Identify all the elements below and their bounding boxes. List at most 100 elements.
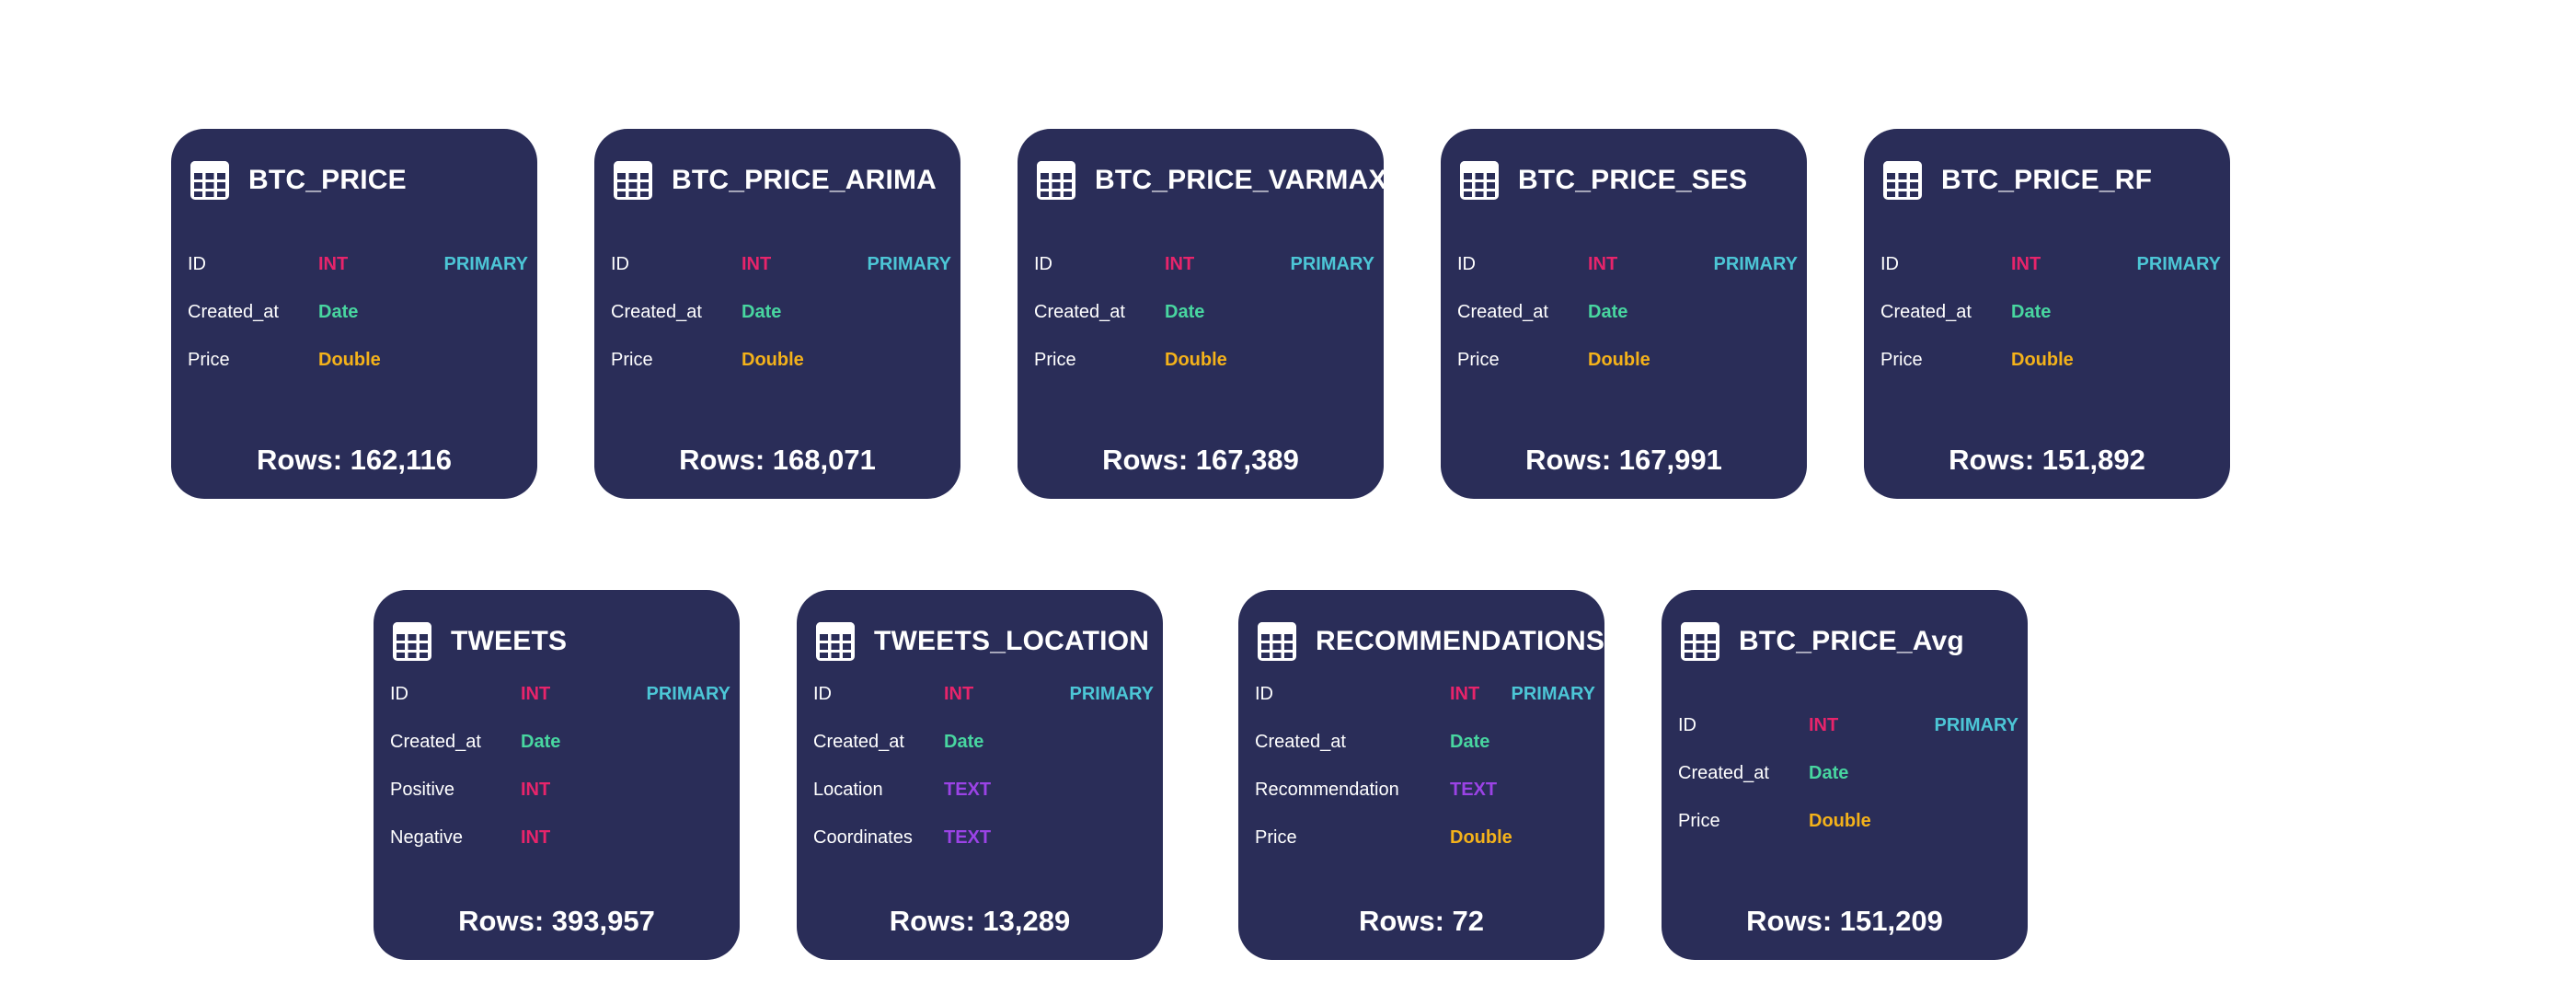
field-name: Positive bbox=[390, 780, 455, 800]
field-name: Price bbox=[1034, 350, 1076, 370]
table-card-btc-price-ses: BTC_PRICE_SES ID INT PRIMARY Created_at … bbox=[1441, 129, 1807, 499]
field-name: Location bbox=[813, 780, 883, 800]
table-card-header: TWEETS bbox=[392, 621, 567, 662]
field-type: TEXT bbox=[944, 780, 992, 800]
field-row: Price Double bbox=[1457, 350, 1798, 398]
table-card-header: BTC_PRICE bbox=[190, 160, 407, 201]
table-grid-icon bbox=[190, 160, 230, 201]
field-row: Coordinates TEXT bbox=[813, 827, 1154, 875]
field-name: Price bbox=[1678, 811, 1720, 831]
field-key: PRIMARY bbox=[646, 684, 730, 704]
field-name: Recommendation bbox=[1255, 780, 1399, 800]
field-name: Price bbox=[188, 350, 230, 370]
field-row: Positive INT bbox=[390, 780, 730, 827]
table-name: BTC_PRICE_SES bbox=[1518, 165, 1748, 195]
row-count: Rows: 151,209 bbox=[1746, 905, 1943, 937]
field-type: Date bbox=[944, 732, 984, 752]
field-name: ID bbox=[813, 684, 832, 704]
field-row: ID INT PRIMARY bbox=[1255, 684, 1595, 732]
field-type: Date bbox=[742, 302, 782, 322]
row-count: Rows: 168,071 bbox=[679, 444, 876, 476]
field-row: Created_at Date bbox=[1034, 302, 1374, 350]
table-grid-icon bbox=[1036, 160, 1076, 201]
table-card-header: BTC_PRICE_SES bbox=[1459, 160, 1747, 201]
field-row: Negative INT bbox=[390, 827, 730, 875]
field-type: Double bbox=[1450, 827, 1512, 848]
field-type: Double bbox=[1165, 350, 1227, 370]
table-card-header: BTC_PRICE_VARMAX bbox=[1036, 160, 1387, 201]
table-name: BTC_PRICE_RF bbox=[1941, 165, 2153, 195]
field-row: Created_at Date bbox=[1880, 302, 2221, 350]
field-name: Price bbox=[1880, 350, 1923, 370]
field-row: ID INT PRIMARY bbox=[390, 684, 730, 732]
field-list: ID INT PRIMARY Created_at Date Price Dou… bbox=[188, 254, 528, 398]
field-row: Created_at Date bbox=[390, 732, 730, 780]
field-type: Date bbox=[1588, 302, 1628, 322]
table-name: TWEETS bbox=[451, 626, 568, 656]
table-card-header: BTC_PRICE_ARIMA bbox=[613, 160, 937, 201]
field-type: INT bbox=[1450, 684, 1480, 704]
field-row: Price Double bbox=[1880, 350, 2221, 398]
field-name: Price bbox=[1255, 827, 1297, 848]
table-card-tweets-location: TWEETS_LOCATION ID INT PRIMARY Created_a… bbox=[797, 590, 1163, 960]
field-type: Double bbox=[1588, 350, 1650, 370]
table-name: TWEETS_LOCATION bbox=[874, 626, 1150, 656]
field-type: INT bbox=[1588, 254, 1618, 274]
field-row: ID INT PRIMARY bbox=[1880, 254, 2221, 302]
field-key: PRIMARY bbox=[867, 254, 951, 274]
table-card-header: RECOMMENDATIONS bbox=[1257, 621, 1604, 662]
field-row: Created_at Date bbox=[813, 732, 1154, 780]
field-name: Created_at bbox=[390, 732, 481, 752]
field-row: ID INT PRIMARY bbox=[1678, 715, 2018, 763]
field-name: Created_at bbox=[1880, 302, 1972, 322]
field-list: ID INT PRIMARY Created_at Date Price Dou… bbox=[1678, 715, 2018, 859]
field-type: Date bbox=[318, 302, 359, 322]
field-type: INT bbox=[318, 254, 349, 274]
field-name: ID bbox=[390, 684, 408, 704]
field-row: ID INT PRIMARY bbox=[1457, 254, 1798, 302]
field-type: INT bbox=[742, 254, 772, 274]
field-type: Double bbox=[318, 350, 381, 370]
field-name: Created_at bbox=[1457, 302, 1548, 322]
field-name: ID bbox=[1880, 254, 1899, 274]
field-row: Created_at Date bbox=[1457, 302, 1798, 350]
field-row: Recommendation TEXT bbox=[1255, 780, 1595, 827]
field-type: Double bbox=[1809, 811, 1871, 831]
field-list: ID INT PRIMARY Created_at Date Recommend… bbox=[1255, 684, 1595, 875]
field-name: Created_at bbox=[188, 302, 279, 322]
field-key: PRIMARY bbox=[1511, 684, 1595, 704]
field-name: ID bbox=[1034, 254, 1052, 274]
field-row: Created_at Date bbox=[1678, 763, 2018, 811]
field-key: PRIMARY bbox=[443, 254, 528, 274]
field-name: Price bbox=[611, 350, 653, 370]
field-list: ID INT PRIMARY Created_at Date Price Dou… bbox=[1034, 254, 1374, 398]
table-grid-icon bbox=[613, 160, 653, 201]
field-name: Negative bbox=[390, 827, 463, 848]
row-count: Rows: 167,389 bbox=[1102, 444, 1299, 476]
field-name: ID bbox=[188, 254, 206, 274]
field-type: INT bbox=[1809, 715, 1839, 735]
field-row: ID INT PRIMARY bbox=[813, 684, 1154, 732]
field-list: ID INT PRIMARY Created_at Date Price Dou… bbox=[611, 254, 951, 398]
table-name: BTC_PRICE_Avg bbox=[1739, 626, 1964, 656]
row-count: Rows: 162,116 bbox=[257, 444, 452, 476]
field-key: PRIMARY bbox=[2136, 254, 2221, 274]
row-count: Rows: 13,289 bbox=[889, 905, 1071, 937]
table-name: BTC_PRICE_ARIMA bbox=[672, 165, 937, 195]
table-grid-icon bbox=[1459, 160, 1500, 201]
field-type: Date bbox=[1165, 302, 1205, 322]
field-list: ID INT PRIMARY Created_at Date Location … bbox=[813, 684, 1154, 875]
field-key: PRIMARY bbox=[1069, 684, 1154, 704]
field-name: Created_at bbox=[611, 302, 702, 322]
row-count: Rows: 72 bbox=[1358, 905, 1485, 937]
field-type: INT bbox=[521, 684, 551, 704]
field-name: Created_at bbox=[813, 732, 904, 752]
table-card-tweets: TWEETS ID INT PRIMARY Created_at Date Po… bbox=[374, 590, 740, 960]
row-count: Rows: 151,892 bbox=[1949, 444, 2145, 476]
field-row: Price Double bbox=[1255, 827, 1595, 875]
field-type: INT bbox=[1165, 254, 1195, 274]
field-row: Created_at Date bbox=[1255, 732, 1595, 780]
field-row: Location TEXT bbox=[813, 780, 1154, 827]
table-grid-icon bbox=[1257, 621, 1297, 662]
field-type: Date bbox=[521, 732, 561, 752]
